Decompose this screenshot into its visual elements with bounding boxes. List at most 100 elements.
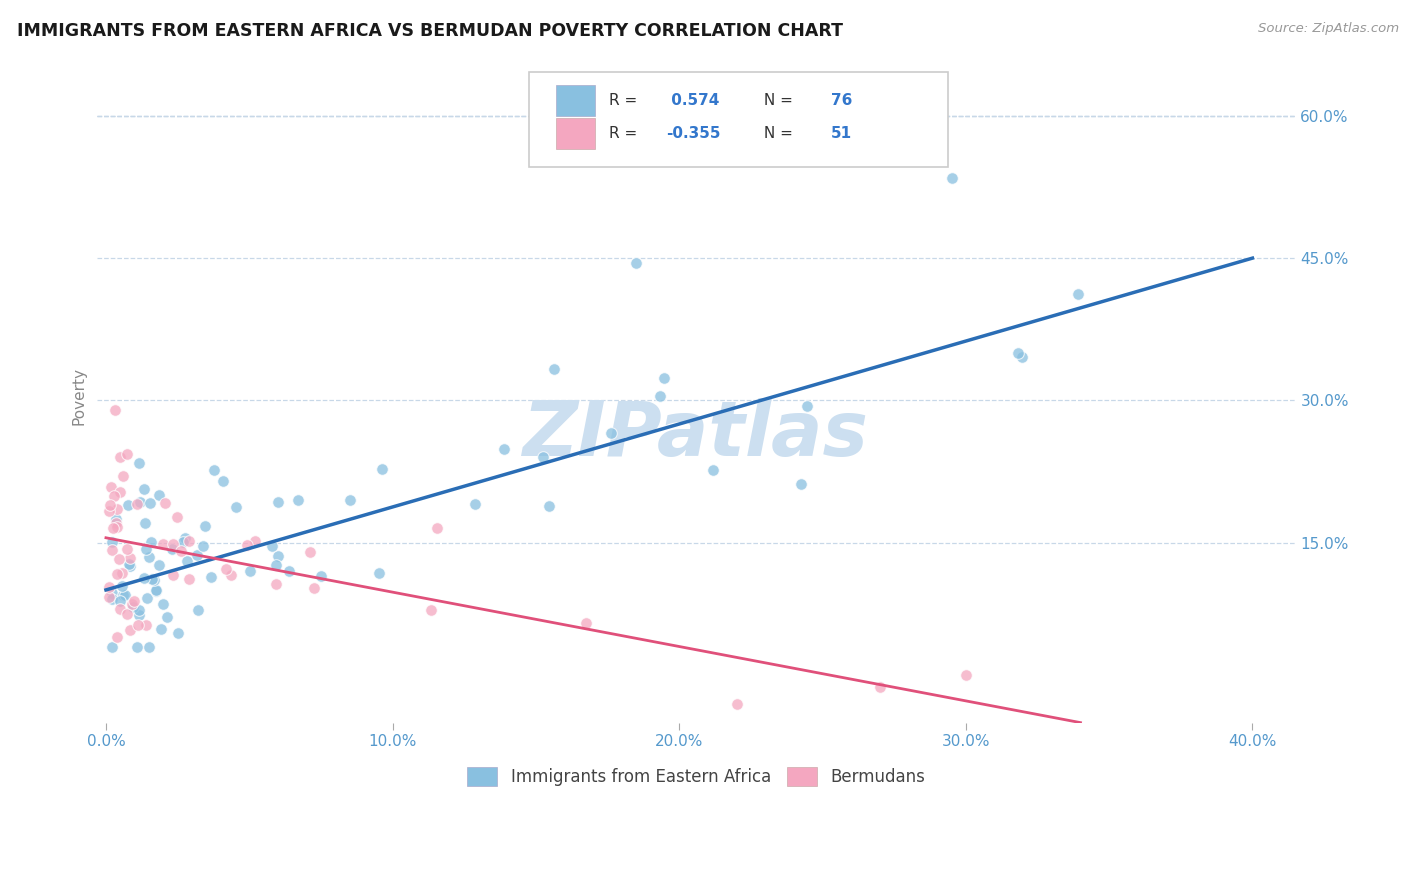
Point	[174, 532, 197, 546]
Point	[100, 592, 122, 607]
Point	[153, 496, 176, 510]
Text: IMMIGRANTS FROM EASTERN AFRICA VS BERMUDAN POVERTY CORRELATION CHART: IMMIGRANTS FROM EASTERN AFRICA VS BERMUD…	[17, 22, 842, 40]
Point	[107, 552, 129, 566]
Point	[127, 497, 149, 511]
Point	[120, 558, 142, 573]
Point	[105, 520, 128, 534]
Point	[200, 570, 222, 584]
Point	[139, 534, 162, 549]
Point	[162, 568, 184, 582]
Point	[219, 567, 242, 582]
Point	[152, 537, 174, 551]
Point	[426, 520, 449, 534]
Point	[187, 602, 209, 616]
Point	[191, 539, 214, 553]
Point	[464, 497, 486, 511]
Point	[243, 534, 266, 549]
Point	[287, 493, 309, 508]
Point	[145, 584, 167, 599]
Point	[108, 484, 131, 499]
Point	[148, 488, 170, 502]
Point	[152, 597, 174, 611]
Point	[264, 558, 287, 572]
Text: -0.355: -0.355	[666, 126, 721, 141]
Point	[262, 539, 284, 553]
Point	[869, 680, 891, 694]
Text: 51: 51	[831, 126, 852, 141]
Point	[225, 500, 247, 514]
Point	[121, 597, 143, 611]
Point	[172, 535, 194, 549]
Text: R =: R =	[609, 126, 643, 141]
Point	[368, 566, 391, 580]
Point	[215, 562, 238, 576]
Text: N =: N =	[759, 126, 797, 141]
Point	[118, 557, 141, 571]
Point	[97, 590, 120, 604]
Point	[117, 499, 139, 513]
Point	[110, 602, 132, 616]
Text: 0.574: 0.574	[666, 93, 720, 108]
Point	[955, 668, 977, 682]
Point	[600, 425, 623, 440]
Point	[112, 588, 135, 602]
Point	[702, 463, 724, 477]
Point	[115, 607, 138, 621]
Point	[110, 450, 132, 465]
Point	[122, 599, 145, 614]
Point	[156, 610, 179, 624]
Point	[239, 564, 262, 578]
Point	[170, 543, 193, 558]
Point	[134, 483, 156, 497]
Point	[148, 558, 170, 572]
Point	[150, 622, 173, 636]
Point	[796, 399, 818, 413]
Point	[166, 510, 188, 524]
Point	[128, 456, 150, 470]
Point	[194, 519, 217, 533]
Point	[298, 545, 321, 559]
Point	[211, 474, 233, 488]
Point	[118, 623, 141, 637]
Point	[135, 617, 157, 632]
Point	[120, 550, 142, 565]
Point	[111, 566, 134, 580]
Point	[1011, 350, 1033, 364]
Point	[277, 564, 299, 578]
Point	[115, 447, 138, 461]
Point	[266, 577, 288, 591]
Point	[105, 512, 128, 526]
Point	[302, 581, 325, 595]
Text: 76: 76	[831, 93, 852, 108]
Point	[941, 170, 963, 185]
Point	[135, 541, 157, 556]
Text: N =: N =	[759, 93, 797, 108]
Point	[371, 462, 394, 476]
Bar	[557, 118, 595, 149]
Point	[167, 626, 190, 640]
Point	[179, 534, 201, 549]
Point	[143, 573, 166, 587]
Point	[100, 480, 122, 494]
Point	[339, 493, 361, 508]
Text: ZIPatlas: ZIPatlas	[523, 398, 869, 472]
Point	[160, 542, 183, 557]
Point	[100, 534, 122, 549]
Point	[103, 489, 125, 503]
Point	[309, 569, 332, 583]
Point	[531, 450, 554, 464]
Point	[145, 583, 167, 598]
Point	[419, 603, 441, 617]
Point	[790, 477, 813, 491]
Point	[128, 608, 150, 623]
Point	[105, 501, 128, 516]
Point	[141, 573, 163, 587]
Point	[105, 567, 128, 582]
Point	[128, 603, 150, 617]
Point	[624, 256, 647, 270]
Point	[1007, 346, 1029, 360]
Point	[575, 615, 598, 630]
Point	[114, 588, 136, 602]
Point	[129, 494, 152, 508]
Point	[236, 538, 259, 552]
